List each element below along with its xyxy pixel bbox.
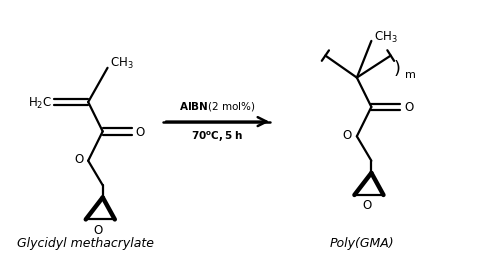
Text: ): ) — [393, 60, 400, 77]
Text: O: O — [136, 125, 145, 138]
Text: CH$_3$: CH$_3$ — [374, 29, 398, 44]
Text: $\mathbf{AIBN}$(2 mol%): $\mathbf{AIBN}$(2 mol%) — [180, 100, 256, 113]
Text: H$_2$C: H$_2$C — [28, 95, 52, 110]
Text: CH$_3$: CH$_3$ — [110, 56, 134, 71]
Text: $\mathbf{70^oC,5\ h}$: $\mathbf{70^oC,5\ h}$ — [192, 130, 244, 144]
Text: O: O — [342, 128, 352, 141]
Text: Glycidyl methacrylate: Glycidyl methacrylate — [18, 236, 154, 249]
Text: O: O — [74, 153, 83, 166]
Text: O: O — [93, 223, 102, 236]
Text: Poly(GMA): Poly(GMA) — [330, 236, 394, 249]
Text: m: m — [405, 70, 416, 80]
Text: O: O — [362, 198, 371, 211]
Text: O: O — [404, 101, 413, 114]
